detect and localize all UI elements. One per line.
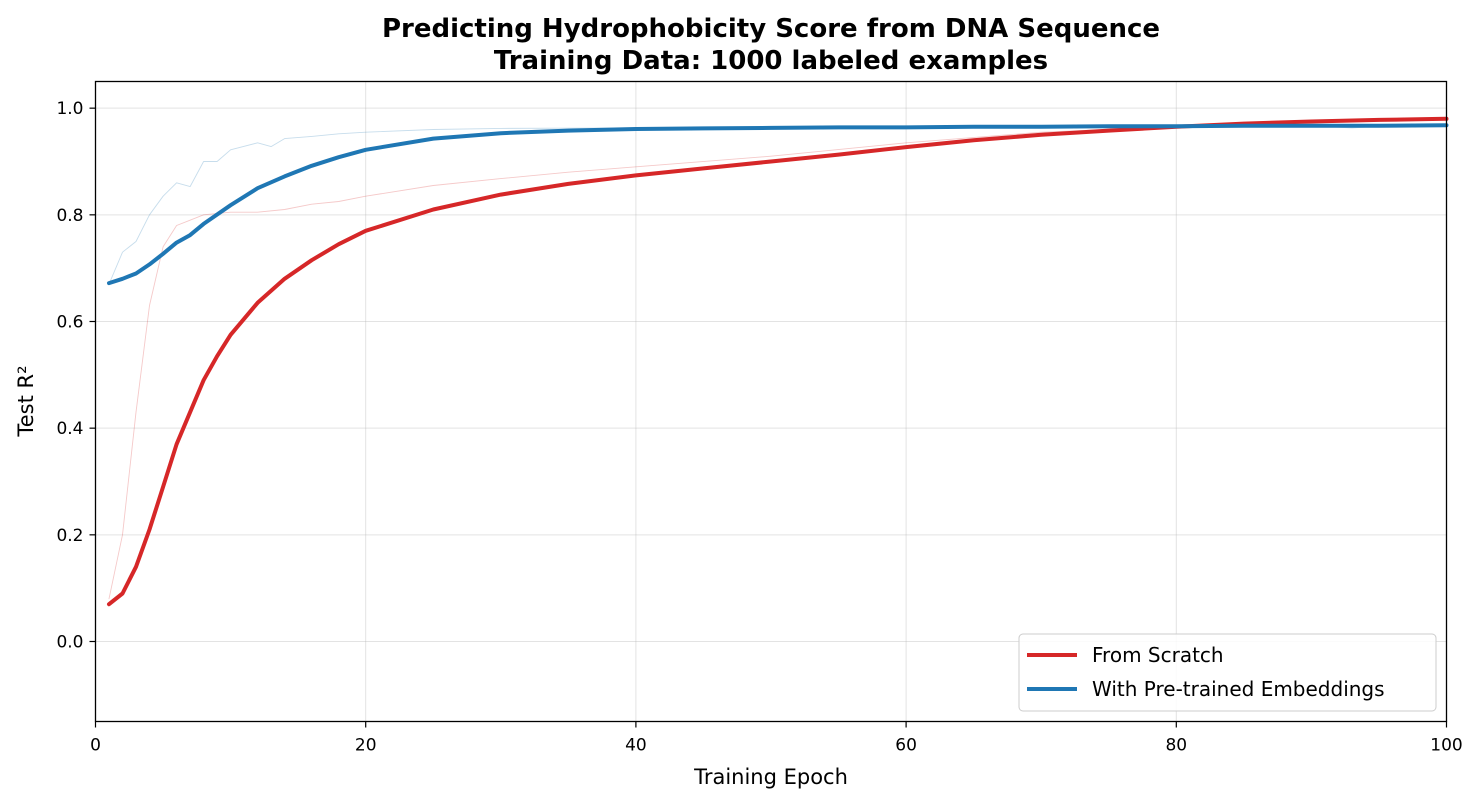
x-tick-label-0: 0 (90, 736, 101, 756)
y-axis-label: Test R² (14, 365, 38, 437)
series-2-raw-line (108, 118, 1447, 600)
y-tick-label-1: 0.2 (56, 526, 83, 546)
y-tick-label-2: 0.4 (56, 419, 83, 439)
faint-series-layer (108, 118, 1447, 600)
legend-label-from-scratch: From Scratch (1092, 643, 1224, 667)
x-tick-label-4: 80 (1165, 736, 1187, 756)
grid (95, 81, 1447, 722)
y-tick-label-3: 0.6 (56, 313, 83, 333)
x-tick-label-2: 40 (625, 736, 647, 756)
series-layer (107, 116, 1449, 607)
x-tick-label-5: 100 (1430, 736, 1462, 756)
chart-title: Predicting Hydrophobicity Score from DNA… (382, 14, 1160, 44)
series-1-line (107, 123, 1449, 286)
legend-box (1018, 633, 1437, 712)
y-axis-ticks: 0.0 0.2 0.4 0.6 0.8 1.0 (56, 99, 96, 653)
x-axis-ticks: 0 20 40 60 80 100 (90, 721, 1463, 756)
series-0-line (107, 116, 1449, 607)
y-tick-label-0: 0.0 (56, 633, 83, 653)
chart-subtitle: Training Data: 1000 labeled examples (494, 46, 1048, 76)
x-tick-label-1: 20 (355, 736, 377, 756)
y-tick-label-4: 0.8 (56, 206, 83, 226)
x-tick-label-3: 60 (895, 736, 917, 756)
legend-label-pretrained: With Pre-trained Embeddings (1092, 677, 1385, 701)
plot-frame (94, 80, 1448, 723)
y-tick-label-5: 1.0 (56, 99, 83, 119)
x-axis-label: Training Epoch (693, 765, 848, 789)
legend: From Scratch With Pre-trained Embeddings (1018, 633, 1437, 712)
